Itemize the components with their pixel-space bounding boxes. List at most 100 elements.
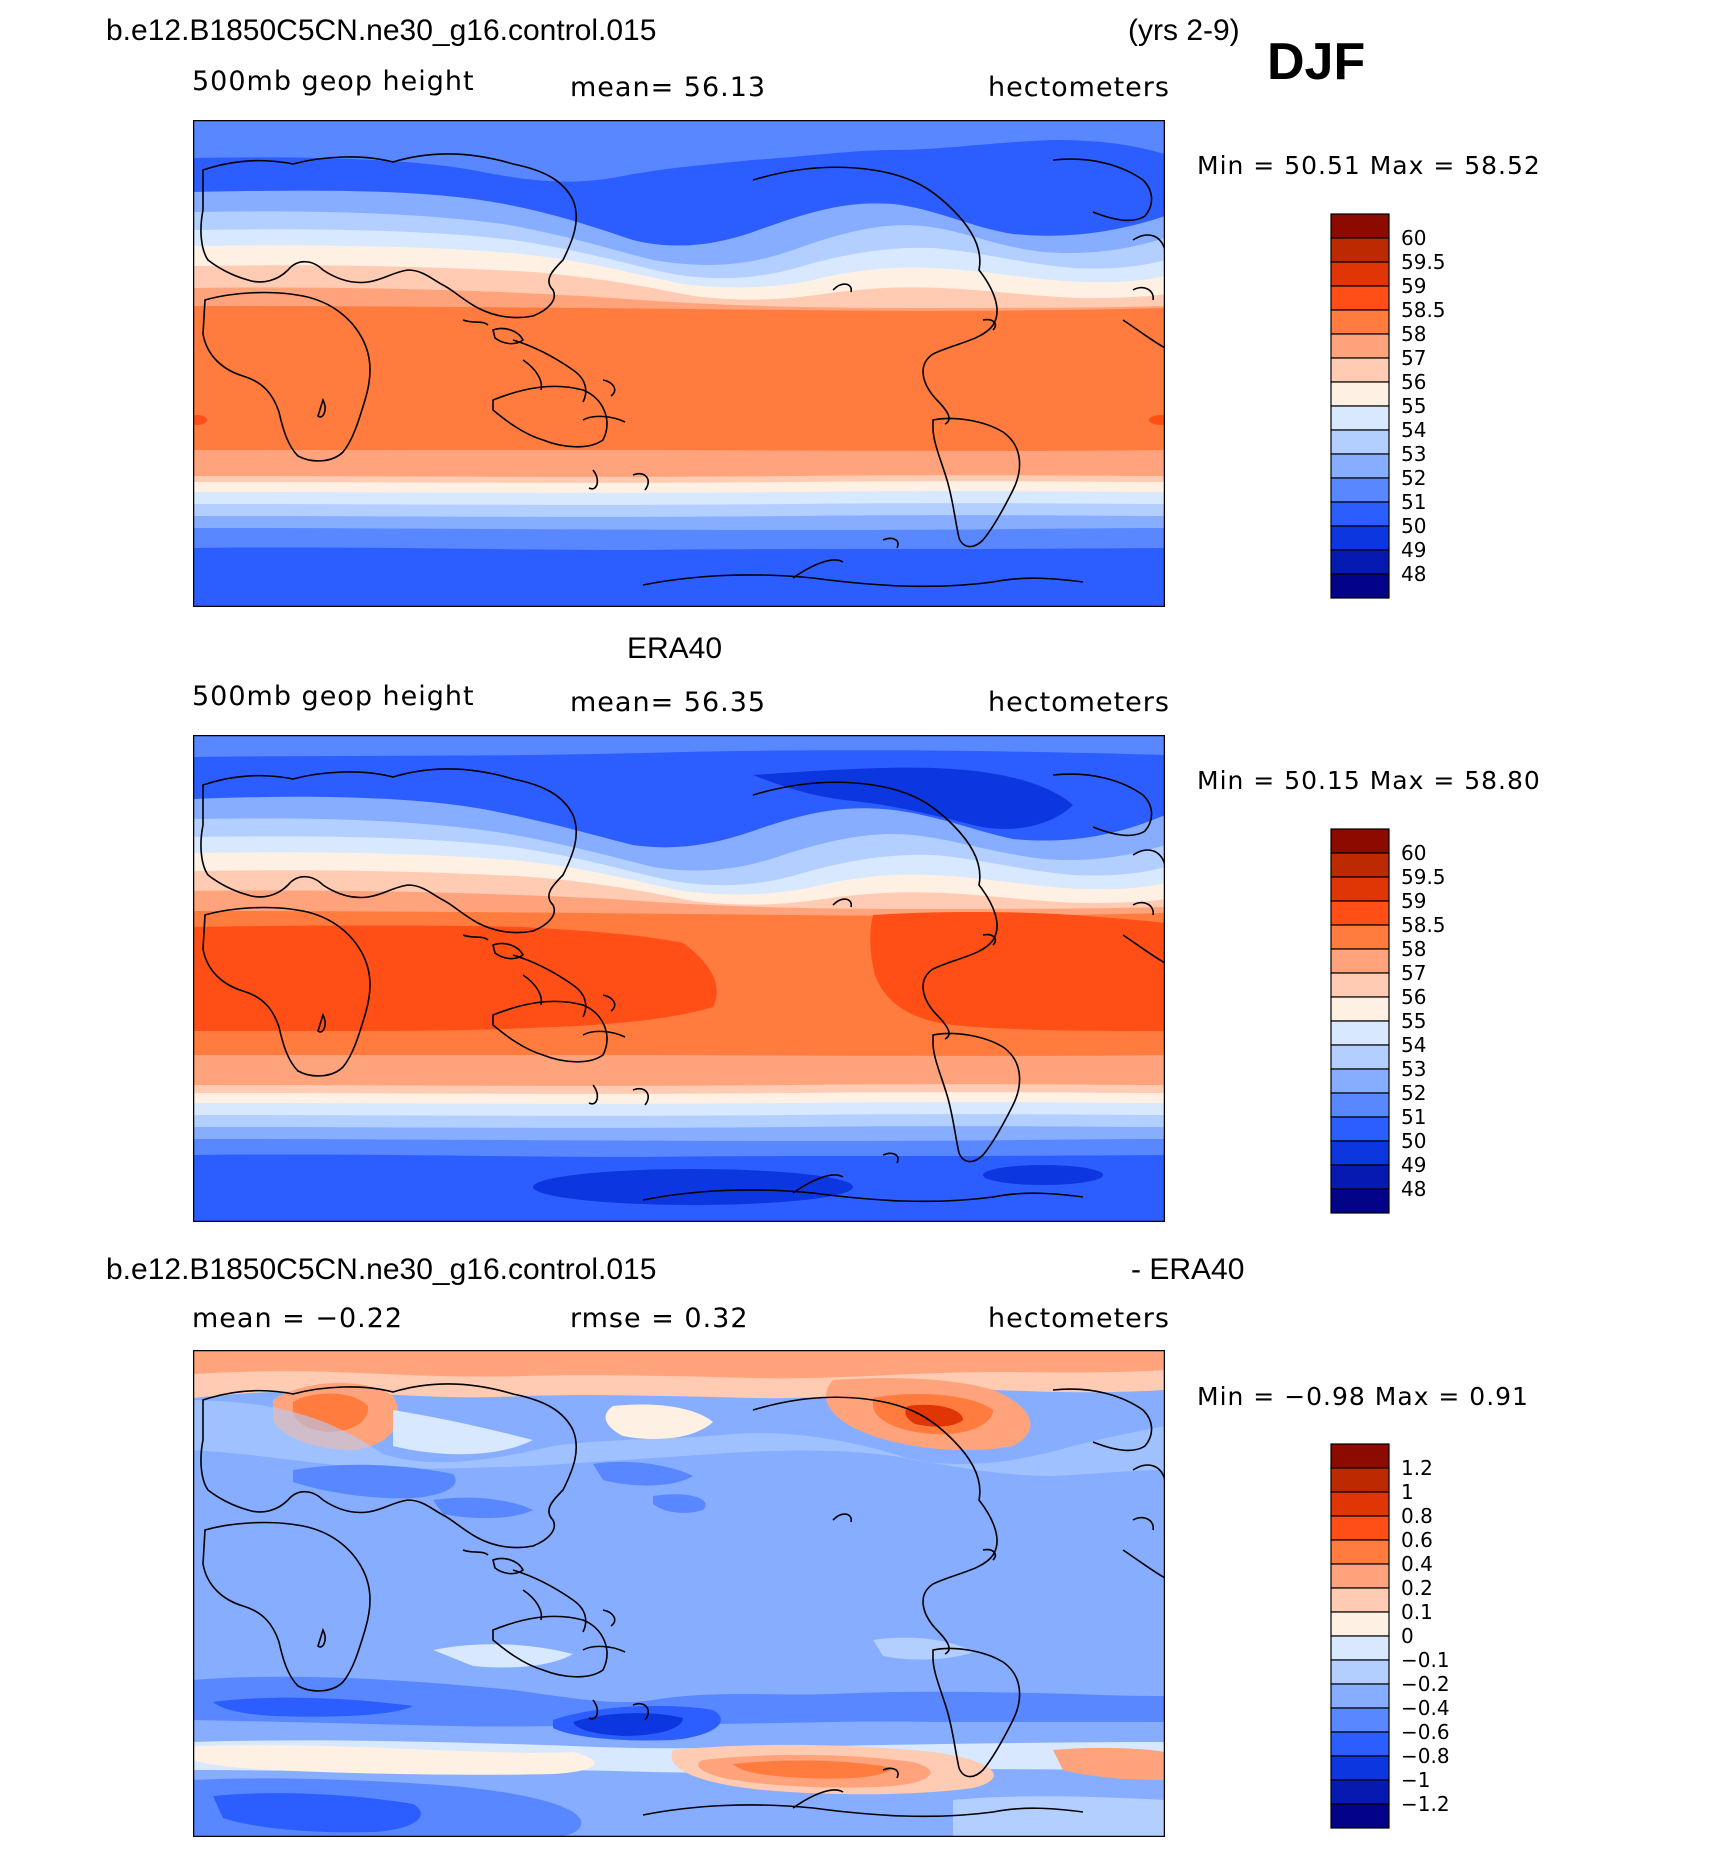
panel1-coastlines xyxy=(200,153,1165,588)
colorbar-swatch xyxy=(1330,924,1390,950)
colorbar-tick-label: 48 xyxy=(1401,1177,1426,1201)
panel3-colorbar: 1.210.80.60.40.20.10−0.1−0.2−0.4−0.6−0.8… xyxy=(1330,1443,1450,1829)
colorbar-tick-label: −0.2 xyxy=(1401,1672,1450,1696)
colorbar-swatch xyxy=(1330,972,1390,998)
colorbar-swatch xyxy=(1330,900,1390,926)
colorbar-tick-label: 0.1 xyxy=(1401,1600,1433,1624)
colorbar-swatch xyxy=(1330,1683,1390,1709)
panel2-units: hectometers xyxy=(988,687,1170,718)
colorbar-swatch xyxy=(1330,429,1390,455)
colorbar-swatch xyxy=(1330,1563,1390,1589)
colorbar-tick-label: 1.2 xyxy=(1401,1456,1433,1480)
panel3-minmax: Min = −0.98 Max = 0.91 xyxy=(1197,1382,1529,1411)
colorbar-tick-label: 0 xyxy=(1401,1624,1414,1648)
colorbar-tick-label: 58.5 xyxy=(1401,913,1446,937)
colorbar-tick-label: 1 xyxy=(1401,1480,1414,1504)
colorbar-swatch xyxy=(1330,1164,1390,1190)
panel2-field xyxy=(193,735,1165,1222)
colorbar-tick-label: 55 xyxy=(1401,394,1426,418)
colorbar-swatch xyxy=(1330,948,1390,974)
panel3-coastlines xyxy=(200,1383,1165,1818)
colorbar-tick-label: 57 xyxy=(1401,346,1426,370)
colorbar-swatch xyxy=(1330,501,1390,527)
panel1-mean: mean= 56.13 xyxy=(570,72,767,103)
colorbar-tick-label: 51 xyxy=(1401,490,1426,514)
colorbar-swatch xyxy=(1330,333,1390,359)
colorbar-swatch xyxy=(1330,1587,1390,1613)
colorbar-tick-label: 49 xyxy=(1401,538,1426,562)
colorbar-tick-label: 58 xyxy=(1401,322,1426,346)
colorbar-swatch xyxy=(1330,1467,1390,1493)
panel3-mean: mean = −0.22 xyxy=(192,1303,404,1334)
colorbar-swatch xyxy=(1330,1116,1390,1142)
panel2-title: ERA40 xyxy=(627,632,723,665)
colorbar-swatch xyxy=(1330,852,1390,878)
colorbar-tick-label: 0.4 xyxy=(1401,1552,1433,1576)
colorbar-swatch xyxy=(1330,1188,1390,1214)
colorbar-tick-label: 52 xyxy=(1401,466,1426,490)
colorbar-swatch xyxy=(1330,237,1390,263)
panel2-mean: mean= 56.35 xyxy=(570,687,767,718)
panel1-field xyxy=(193,120,1165,607)
colorbar-swatch xyxy=(1330,1731,1390,1757)
colorbar-tick-label: −1.2 xyxy=(1401,1792,1450,1816)
colorbar-tick-label: 48 xyxy=(1401,562,1426,586)
colorbar-swatch xyxy=(1330,549,1390,575)
colorbar-swatch xyxy=(1330,405,1390,431)
colorbar-swatch xyxy=(1330,1539,1390,1565)
colorbar-tick-label: 59 xyxy=(1401,889,1426,913)
colorbar-swatch xyxy=(1330,1515,1390,1541)
colorbar-swatch xyxy=(1330,1140,1390,1166)
colorbar-tick-label: −1 xyxy=(1401,1768,1430,1792)
panel3-rmse: rmse = 0.32 xyxy=(570,1303,749,1334)
colorbar-tick-label: −0.1 xyxy=(1401,1648,1450,1672)
colorbar-tick-label: 59.5 xyxy=(1401,865,1446,889)
panel1-units: hectometers xyxy=(988,72,1170,103)
colorbar-tick-label: 54 xyxy=(1401,418,1426,442)
colorbar-swatch xyxy=(1330,213,1390,239)
panel1-minmax: Min = 50.51 Max = 58.52 xyxy=(1197,151,1541,180)
colorbar-tick-label: 58 xyxy=(1401,937,1426,961)
colorbar-tick-label: −0.4 xyxy=(1401,1696,1450,1720)
colorbar-tick-label: 50 xyxy=(1401,1129,1426,1153)
panel3-field xyxy=(193,1350,1165,1837)
colorbar-swatch xyxy=(1330,1020,1390,1046)
colorbar-swatch xyxy=(1330,1779,1390,1805)
colorbar-swatch xyxy=(1330,1491,1390,1517)
colorbar-swatch xyxy=(1330,996,1390,1022)
colorbar-tick-label: −0.6 xyxy=(1401,1720,1450,1744)
panel3-title-left: b.e12.B1850C5CN.ne30_g16.control.015 xyxy=(106,1253,657,1286)
colorbar-swatch xyxy=(1330,1707,1390,1733)
colorbar-tick-label: 60 xyxy=(1401,226,1426,250)
colorbar-swatch xyxy=(1330,1803,1390,1829)
colorbar-tick-label: 56 xyxy=(1401,370,1426,394)
colorbar-swatch xyxy=(1330,261,1390,287)
years-label: (yrs 2-9) xyxy=(1128,14,1240,47)
colorbar-tick-label: 0.6 xyxy=(1401,1528,1433,1552)
colorbar-tick-label: 56 xyxy=(1401,985,1426,1009)
panel2-minmax: Min = 50.15 Max = 58.80 xyxy=(1197,766,1541,795)
panel3-title-right: - ERA40 xyxy=(1131,1253,1245,1286)
panel2-map xyxy=(193,735,1165,1222)
colorbar-tick-label: 59 xyxy=(1401,274,1426,298)
colorbar-swatch xyxy=(1330,1755,1390,1781)
colorbar-tick-label: 57 xyxy=(1401,961,1426,985)
colorbar-swatch xyxy=(1330,525,1390,551)
colorbar-swatch xyxy=(1330,453,1390,479)
colorbar-tick-label: 53 xyxy=(1401,442,1426,466)
colorbar-tick-label: 55 xyxy=(1401,1009,1426,1033)
colorbar-tick-label: 49 xyxy=(1401,1153,1426,1177)
colorbar-swatch xyxy=(1330,309,1390,335)
colorbar-swatch xyxy=(1330,285,1390,311)
colorbar-tick-label: 50 xyxy=(1401,514,1426,538)
colorbar-tick-label: 51 xyxy=(1401,1105,1426,1129)
colorbar-tick-label: 58.5 xyxy=(1401,298,1446,322)
panel1-variable: 500mb geop height xyxy=(192,66,475,97)
colorbar-swatch xyxy=(1330,477,1390,503)
panel3-units: hectometers xyxy=(988,1303,1170,1334)
colorbar-swatch xyxy=(1330,1611,1390,1637)
colorbar-tick-label: 52 xyxy=(1401,1081,1426,1105)
panel3-map xyxy=(193,1350,1165,1837)
